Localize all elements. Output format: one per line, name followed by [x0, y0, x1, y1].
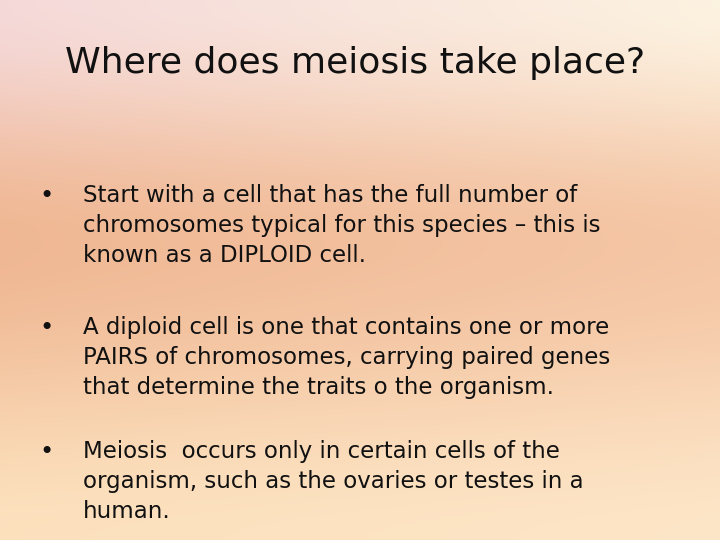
Text: Start with a cell that has the full number of
chromosomes typical for this speci: Start with a cell that has the full numb… — [83, 184, 600, 267]
Text: •: • — [40, 440, 54, 464]
Text: •: • — [40, 184, 54, 207]
Text: A diploid cell is one that contains one or more
PAIRS of chromosomes, carrying p: A diploid cell is one that contains one … — [83, 316, 610, 399]
Text: •: • — [40, 316, 54, 340]
Text: Where does meiosis take place?: Where does meiosis take place? — [65, 46, 645, 80]
Text: Meiosis  occurs only in certain cells of the
organism, such as the ovaries or te: Meiosis occurs only in certain cells of … — [83, 440, 583, 523]
